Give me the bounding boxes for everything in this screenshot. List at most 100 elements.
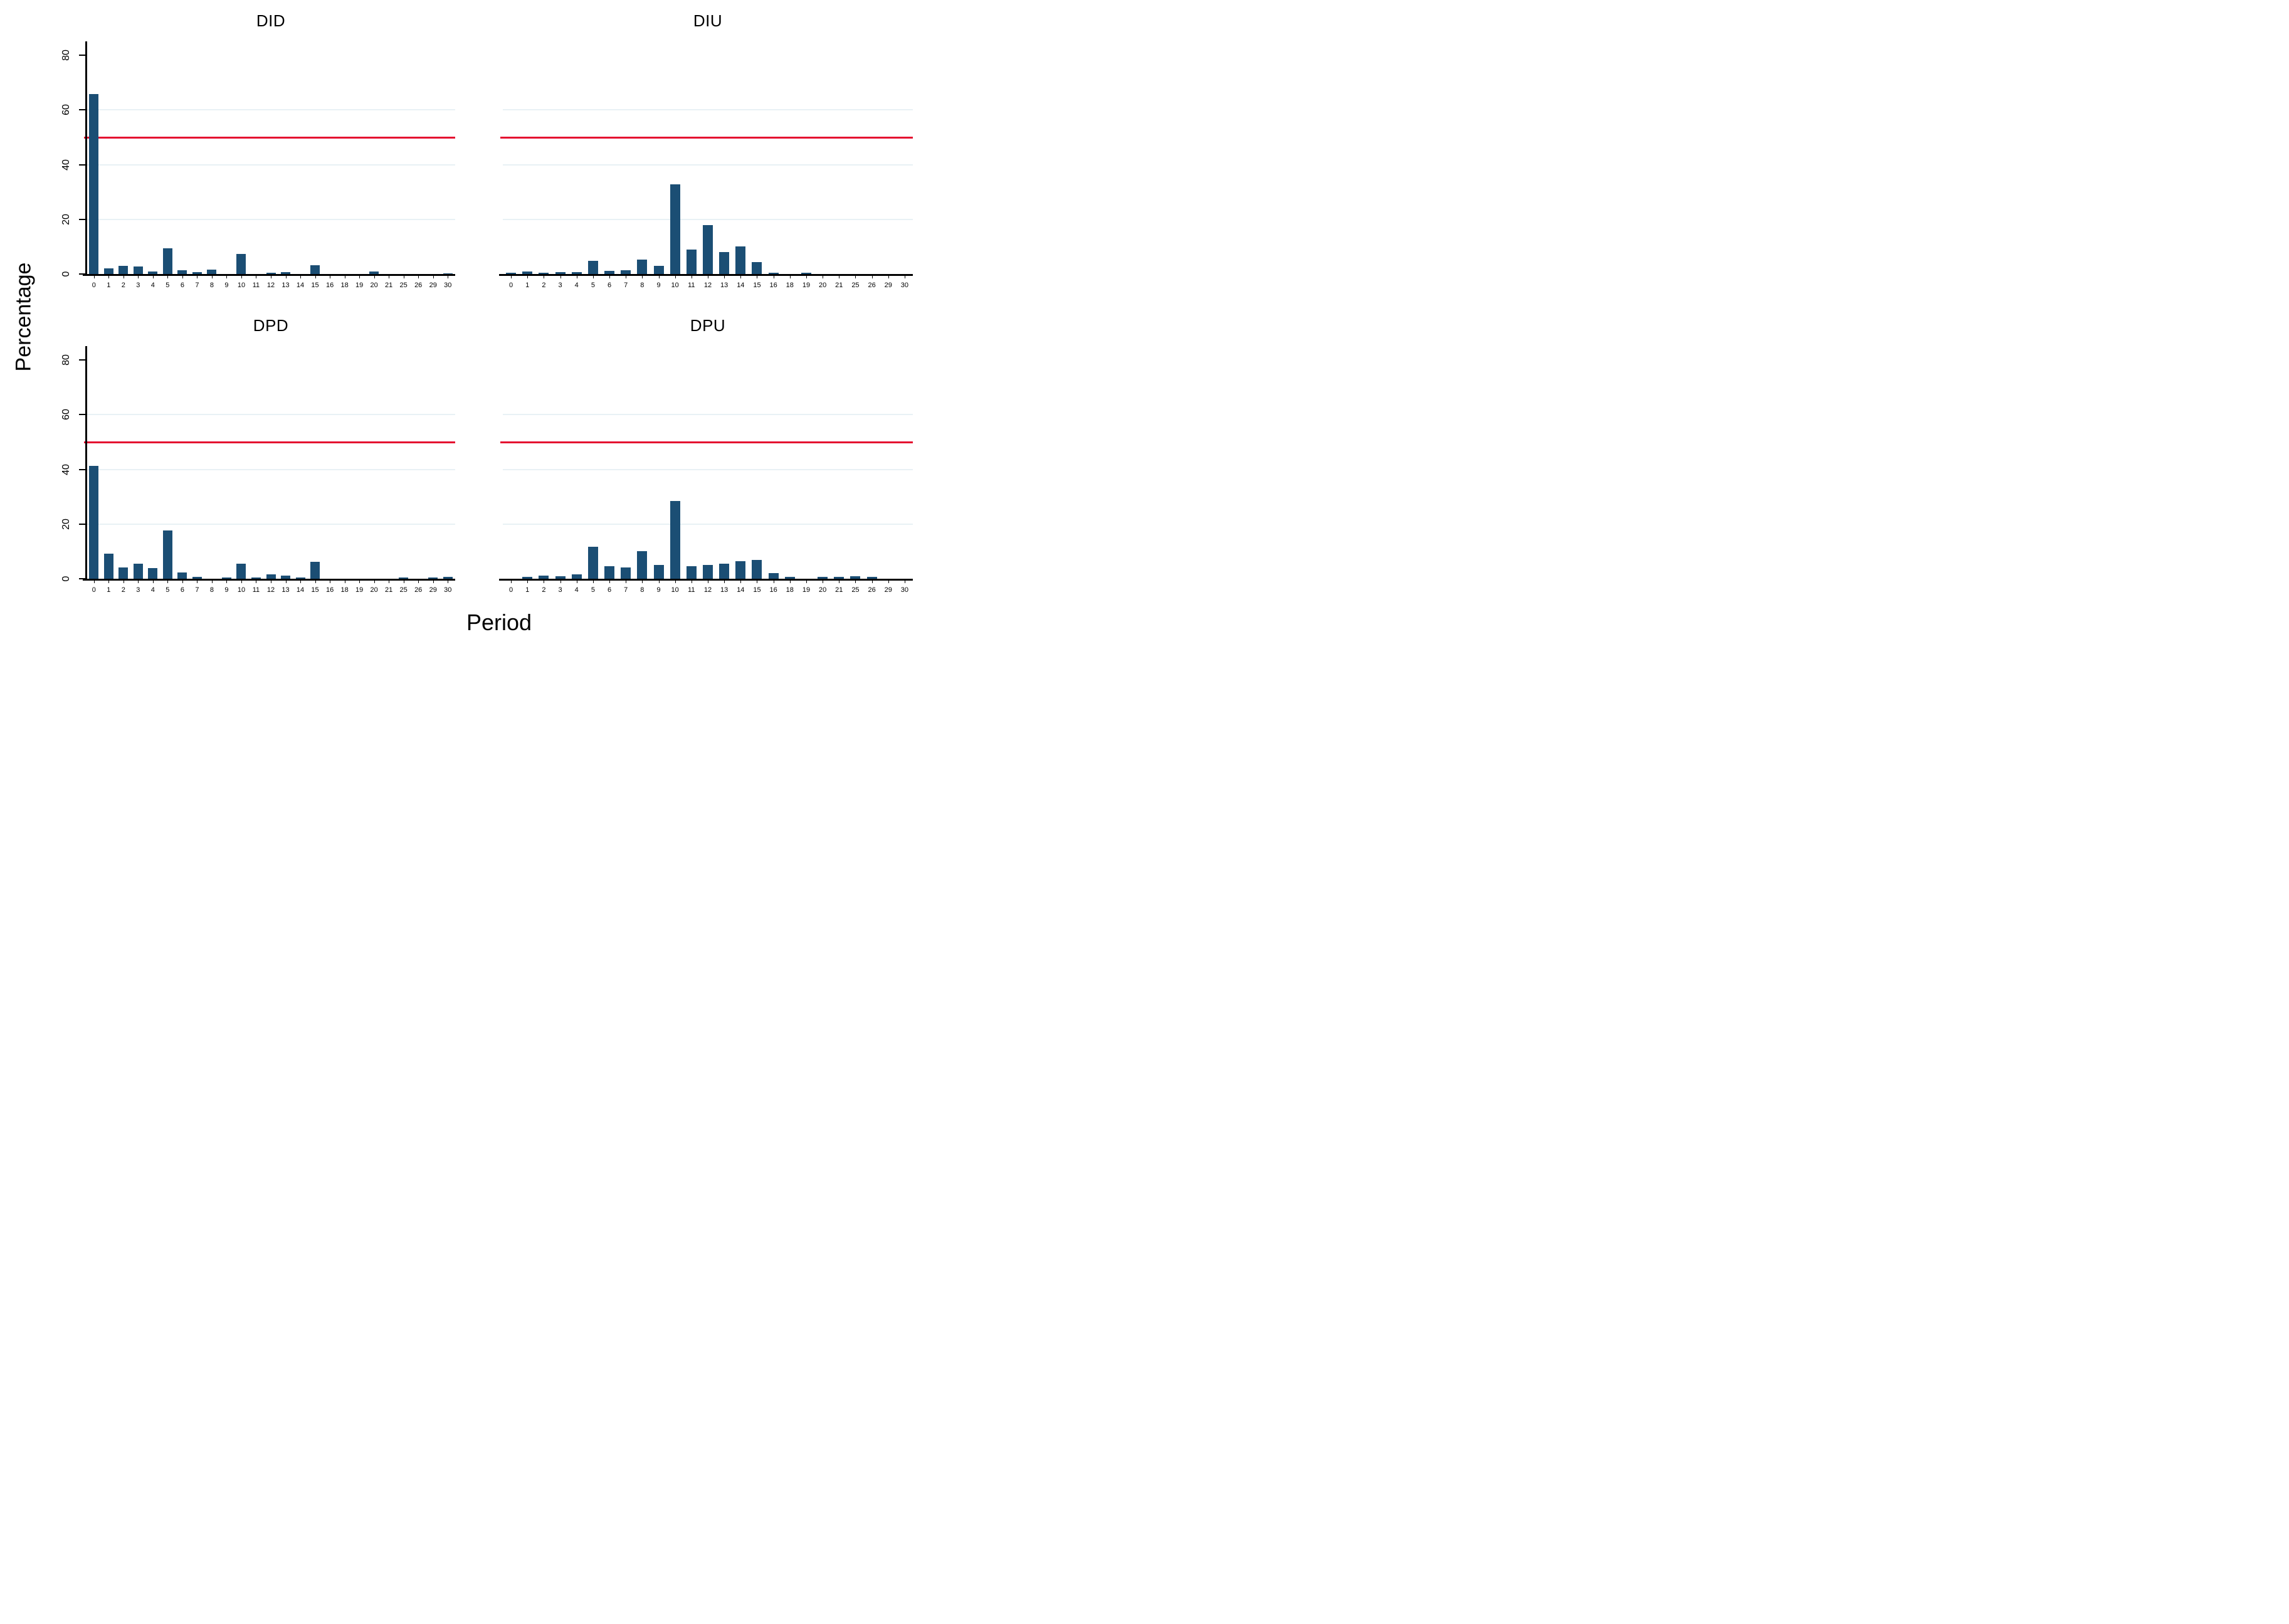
x-tick-label-diu-13: 13 <box>720 282 729 289</box>
y-tick-label-did-80: 80 <box>61 50 71 61</box>
x-tick-dpu-6 <box>609 581 611 583</box>
x-tick-dpd-26 <box>418 581 419 583</box>
gridline-20 <box>87 218 455 220</box>
x-tick-label-diu-30: 30 <box>900 282 909 289</box>
x-tick-dpd-9 <box>226 581 228 583</box>
y-tick-dpd-0 <box>79 578 85 579</box>
bar-did-x12 <box>266 272 276 274</box>
bar-dpu-x3 <box>555 576 566 579</box>
gridline-40 <box>87 164 455 166</box>
x-tick-dpu-19 <box>806 581 807 583</box>
x-tick-label-dpd-16: 16 <box>325 586 334 594</box>
x-axis-diu <box>499 274 913 276</box>
x-tick-did-10 <box>241 276 242 278</box>
bar-dpd-x29 <box>428 577 438 579</box>
x-tick-label-dpu-18: 18 <box>786 586 794 594</box>
x-tick-did-0 <box>93 276 95 278</box>
x-tick-label-did-11: 11 <box>252 282 260 289</box>
x-tick-label-dpd-21: 21 <box>385 586 393 594</box>
x-tick-diu-19 <box>806 276 807 278</box>
bar-did-x10 <box>236 254 246 274</box>
x-tick-label-dpu-3: 3 <box>558 586 562 594</box>
x-tick-label-diu-26: 26 <box>868 282 876 289</box>
x-tick-diu-25 <box>855 276 856 278</box>
bar-did-x3 <box>133 266 143 274</box>
x-tick-label-dpd-11: 11 <box>252 586 260 594</box>
y-tick-dpd-60 <box>79 414 85 416</box>
bar-dpu-x18 <box>784 576 795 579</box>
x-tick-dpu-18 <box>789 581 791 583</box>
y-tick-dpd-80 <box>79 359 85 361</box>
bar-did-x5 <box>162 248 172 274</box>
x-tick-label-dpd-8: 8 <box>209 586 214 594</box>
bar-dpu-x11 <box>686 566 697 579</box>
x-tick-label-dpu-0: 0 <box>509 586 513 594</box>
x-tick-label-dpd-13: 13 <box>282 586 290 594</box>
x-tick-label-diu-6: 6 <box>607 282 612 289</box>
bar-diu-x14 <box>735 246 746 274</box>
x-tick-diu-13 <box>724 276 725 278</box>
x-axis-dpu <box>499 579 913 581</box>
x-tick-label-diu-5: 5 <box>591 282 595 289</box>
x-tick-label-diu-8: 8 <box>640 282 645 289</box>
y-tick-label-did-40: 40 <box>61 159 71 171</box>
x-tick-label-did-3: 3 <box>136 282 140 289</box>
x-tick-dpd-6 <box>182 581 183 583</box>
x-tick-diu-3 <box>560 276 561 278</box>
x-tick-label-dpu-21: 21 <box>835 586 843 594</box>
x-tick-diu-26 <box>871 276 873 278</box>
x-tick-did-8 <box>211 276 213 278</box>
panel-title-diu: DIU <box>693 11 723 30</box>
x-tick-label-diu-3: 3 <box>558 282 562 289</box>
y-tick-did-60 <box>79 109 85 111</box>
reference-line-50 <box>500 137 913 139</box>
x-tick-label-dpd-25: 25 <box>399 586 408 594</box>
x-tick-label-did-13: 13 <box>282 282 290 289</box>
bar-diu-x15 <box>752 261 762 274</box>
x-tick-label-diu-29: 29 <box>884 282 892 289</box>
x-tick-label-diu-0: 0 <box>509 282 513 289</box>
x-tick-label-dpd-15: 15 <box>311 586 319 594</box>
x-tick-label-diu-4: 4 <box>574 282 579 289</box>
x-axis-title: Period <box>466 609 532 635</box>
bar-did-x7 <box>192 272 202 274</box>
x-tick-dpd-20 <box>374 581 375 583</box>
x-tick-label-diu-19: 19 <box>802 282 811 289</box>
panel-title-dpd: DPD <box>253 316 289 335</box>
x-tick-dpu-25 <box>855 581 856 583</box>
x-tick-label-diu-7: 7 <box>624 282 628 289</box>
x-tick-did-14 <box>300 276 302 278</box>
bar-dpu-x1 <box>522 576 533 579</box>
bar-did-x8 <box>207 270 217 274</box>
y-tick-dpd-40 <box>79 468 85 470</box>
x-tick-dpu-29 <box>888 581 889 583</box>
bar-diu-x0 <box>506 273 517 274</box>
y-tick-dpd-20 <box>79 523 85 525</box>
bar-diu-x8 <box>637 260 648 274</box>
x-tick-diu-0 <box>511 276 512 278</box>
x-tick-label-dpd-19: 19 <box>355 586 364 594</box>
x-tick-did-1 <box>108 276 110 278</box>
gridline-40 <box>503 164 913 166</box>
x-tick-label-did-26: 26 <box>414 282 423 289</box>
x-tick-label-dpu-14: 14 <box>737 586 745 594</box>
y-tick-did-80 <box>79 55 85 56</box>
x-tick-did-9 <box>226 276 228 278</box>
x-tick-label-dpd-29: 29 <box>429 586 437 594</box>
bar-did-x1 <box>103 268 113 274</box>
x-tick-label-did-15: 15 <box>311 282 319 289</box>
bar-dpd-x9 <box>221 577 231 579</box>
x-tick-label-dpd-5: 5 <box>166 586 170 594</box>
x-tick-label-did-2: 2 <box>121 282 125 289</box>
x-tick-label-dpd-3: 3 <box>136 586 140 594</box>
x-tick-dpu-10 <box>675 581 676 583</box>
x-tick-label-dpu-16: 16 <box>769 586 777 594</box>
x-tick-dpu-26 <box>871 581 873 583</box>
bar-diu-x16 <box>768 272 779 274</box>
bar-dpd-x4 <box>148 568 158 579</box>
x-tick-dpu-9 <box>658 581 660 583</box>
gridline-60 <box>503 109 913 111</box>
x-tick-diu-9 <box>658 276 660 278</box>
bar-dpd-x25 <box>399 577 409 579</box>
x-tick-label-dpd-10: 10 <box>237 586 246 594</box>
